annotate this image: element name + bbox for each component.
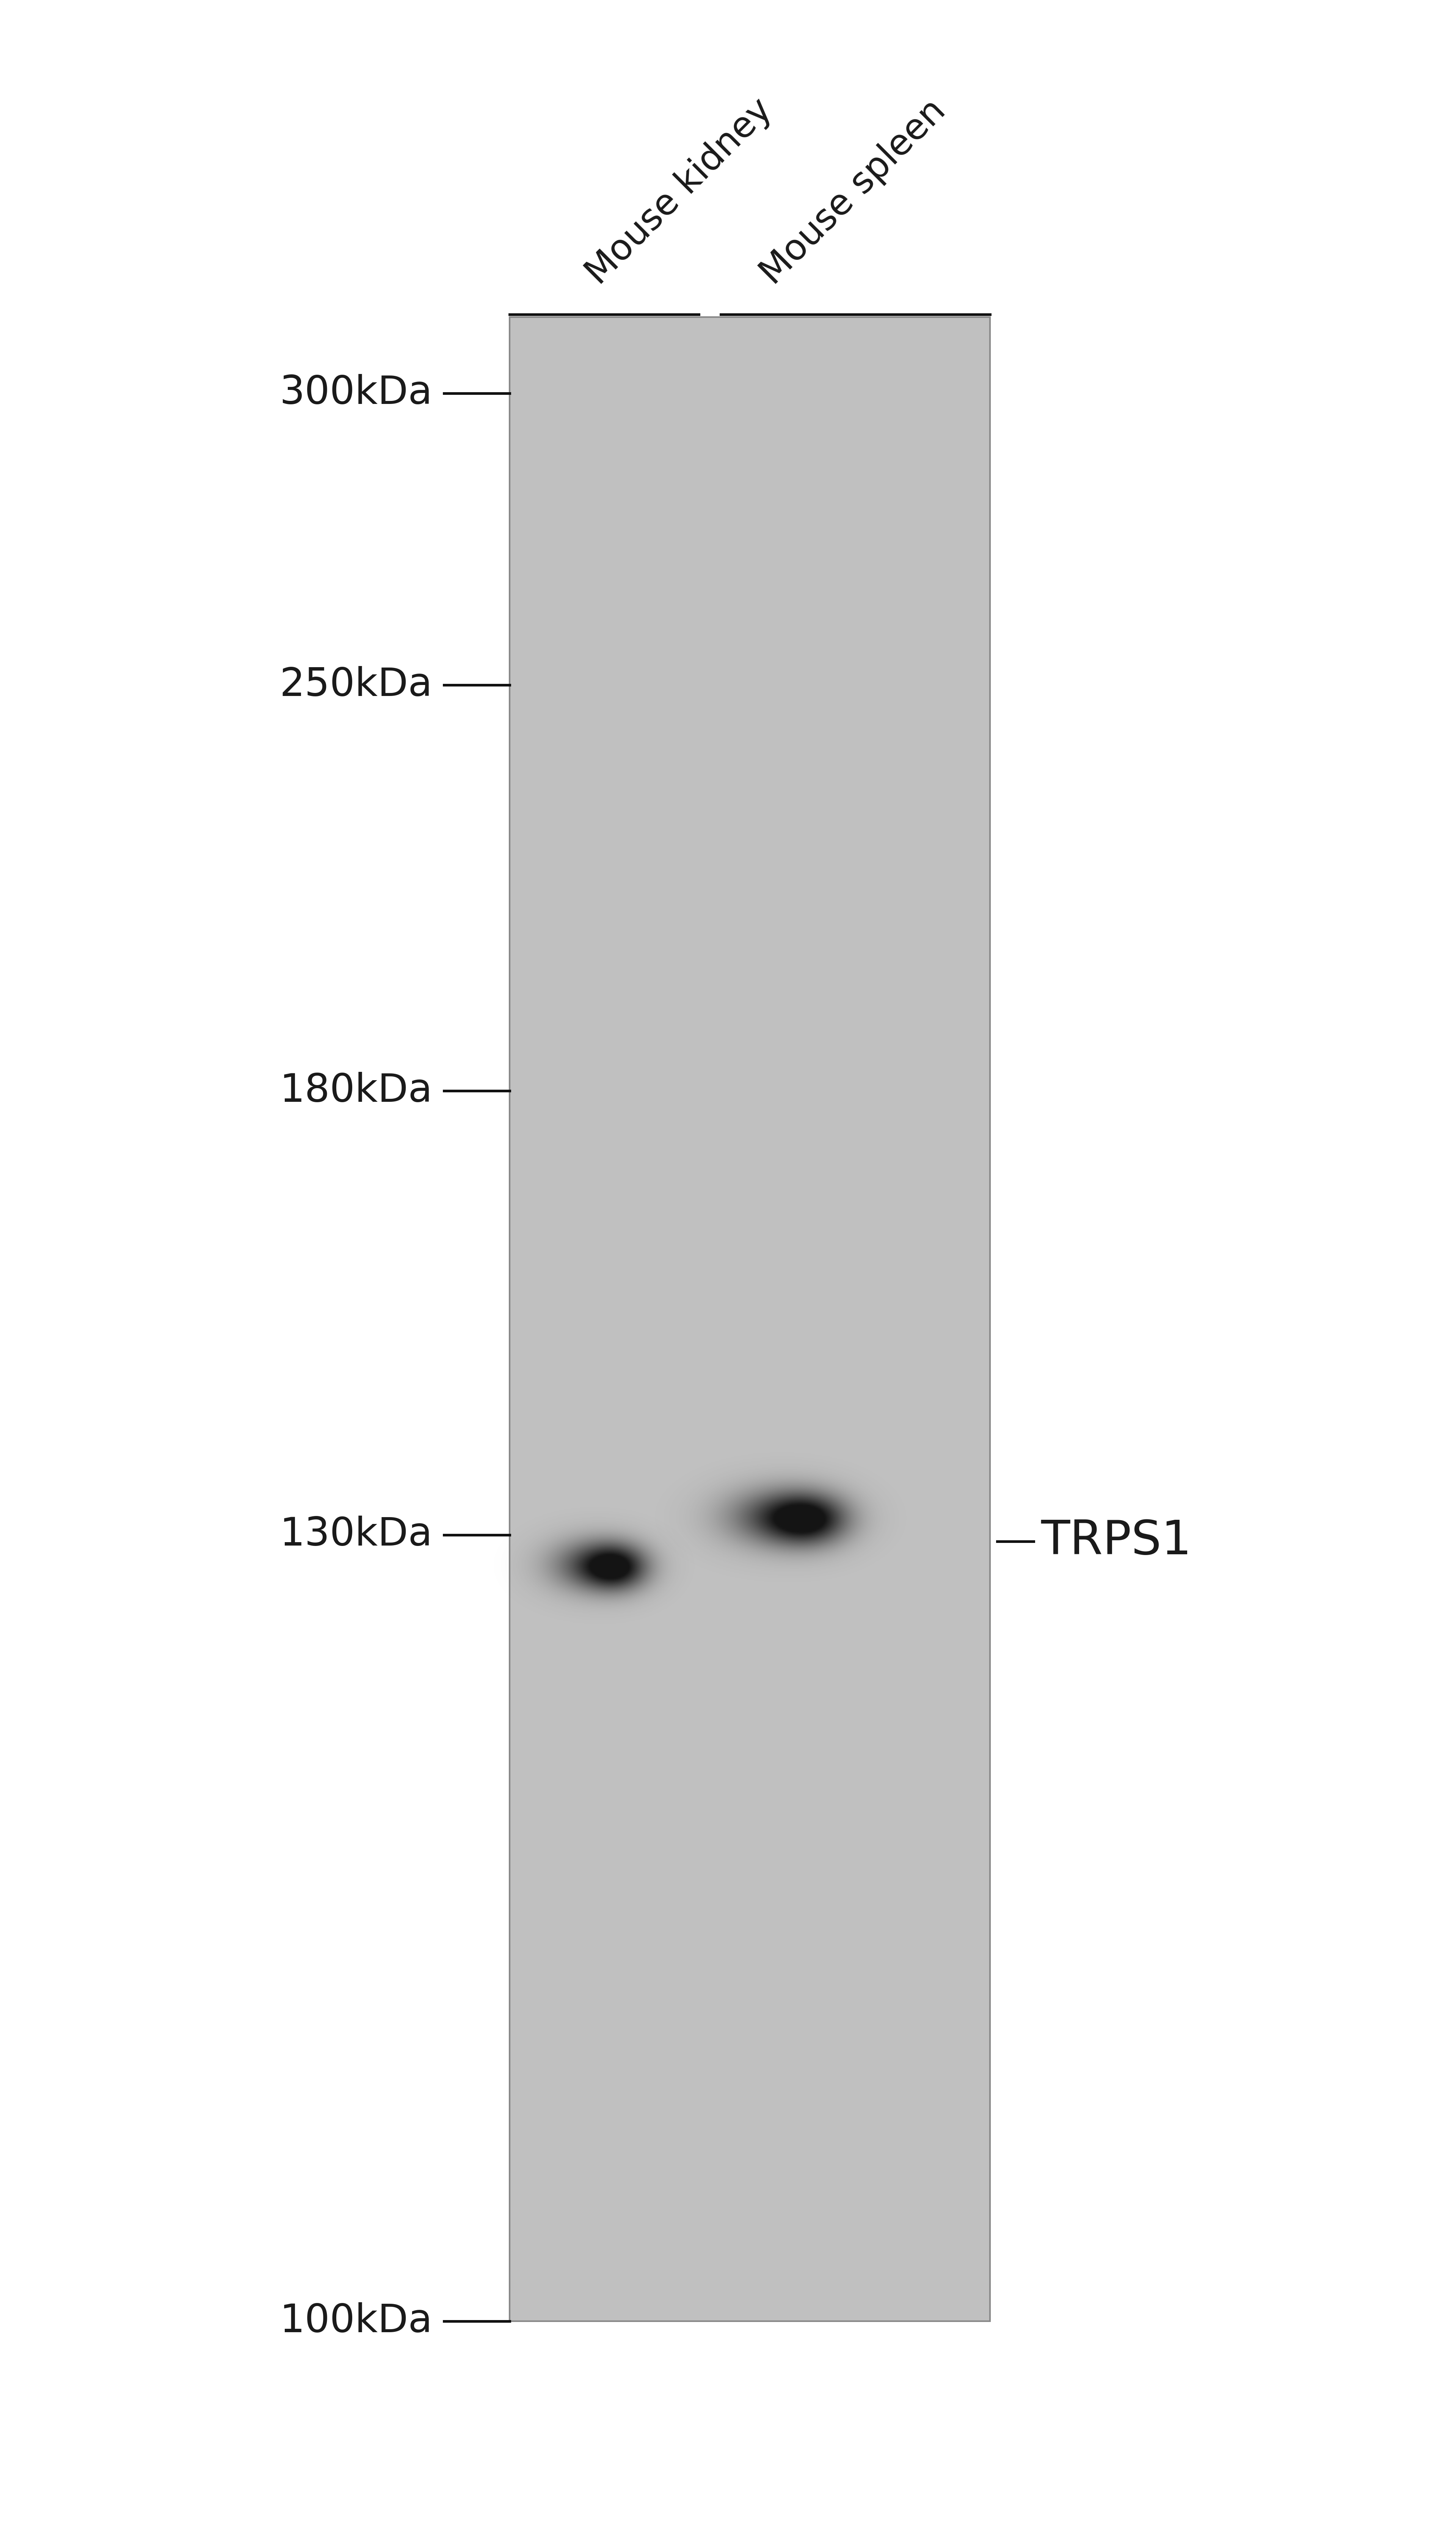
Text: TRPS1: TRPS1 — [1041, 1517, 1192, 1565]
Text: Mouse spleen: Mouse spleen — [754, 94, 952, 292]
Text: 100kDa: 100kDa — [280, 2301, 432, 2342]
Text: 130kDa: 130kDa — [280, 1515, 432, 1555]
Text: 300kDa: 300kDa — [280, 373, 432, 414]
Text: 250kDa: 250kDa — [280, 665, 432, 705]
Text: 180kDa: 180kDa — [280, 1071, 432, 1111]
Text: Mouse kidney: Mouse kidney — [579, 91, 779, 292]
Bar — [510, 317, 990, 2321]
